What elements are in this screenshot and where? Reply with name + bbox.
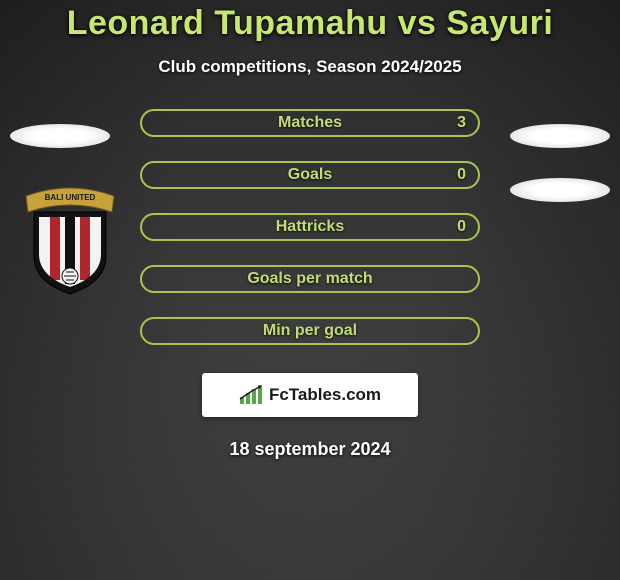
date-text: 18 september 2024	[0, 439, 620, 460]
stat-label: Goals	[288, 166, 332, 184]
stats-container: Matches 3 Goals 0 Hattricks 0 Goals per match M…	[0, 109, 620, 345]
stat-row: Hattricks 0	[140, 213, 480, 241]
content: Leonard Tupamahu vs Sayuri Club competit…	[0, 0, 620, 460]
page-subtitle: Club competitions, Season 2024/2025	[0, 57, 620, 77]
stat-value: 0	[457, 218, 466, 236]
stat-label: Matches	[278, 114, 342, 132]
stat-row: Matches 3	[140, 109, 480, 137]
stat-row: Goals 0	[140, 161, 480, 189]
bars-icon	[239, 385, 263, 405]
page-title: Leonard Tupamahu vs Sayuri	[0, 4, 620, 43]
stat-label: Goals per match	[247, 270, 372, 288]
stat-row: Min per goal	[140, 317, 480, 345]
stat-value: 3	[457, 114, 466, 132]
stat-row: Goals per match	[140, 265, 480, 293]
stat-value: 0	[457, 166, 466, 184]
stat-label: Min per goal	[263, 322, 357, 340]
fctables-logo: FcTables.com	[202, 373, 418, 417]
stat-label: Hattricks	[276, 218, 344, 236]
logo-text: FcTables.com	[269, 385, 381, 405]
